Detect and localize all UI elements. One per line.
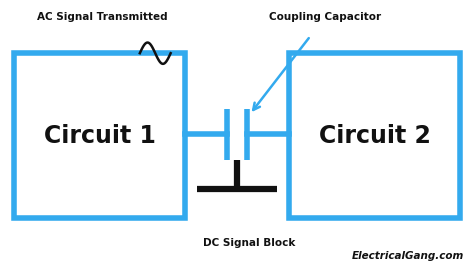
Text: Circuit 2: Circuit 2 [319, 124, 430, 148]
Text: DC Signal Block: DC Signal Block [203, 238, 295, 248]
Text: AC Signal Transmitted: AC Signal Transmitted [36, 12, 167, 22]
Bar [14, 53, 185, 218]
Text: Coupling Capacitor: Coupling Capacitor [269, 12, 381, 22]
Text: ElectricalGang.com: ElectricalGang.com [352, 251, 465, 261]
Text: Circuit 1: Circuit 1 [44, 124, 155, 148]
Bar [289, 53, 460, 218]
